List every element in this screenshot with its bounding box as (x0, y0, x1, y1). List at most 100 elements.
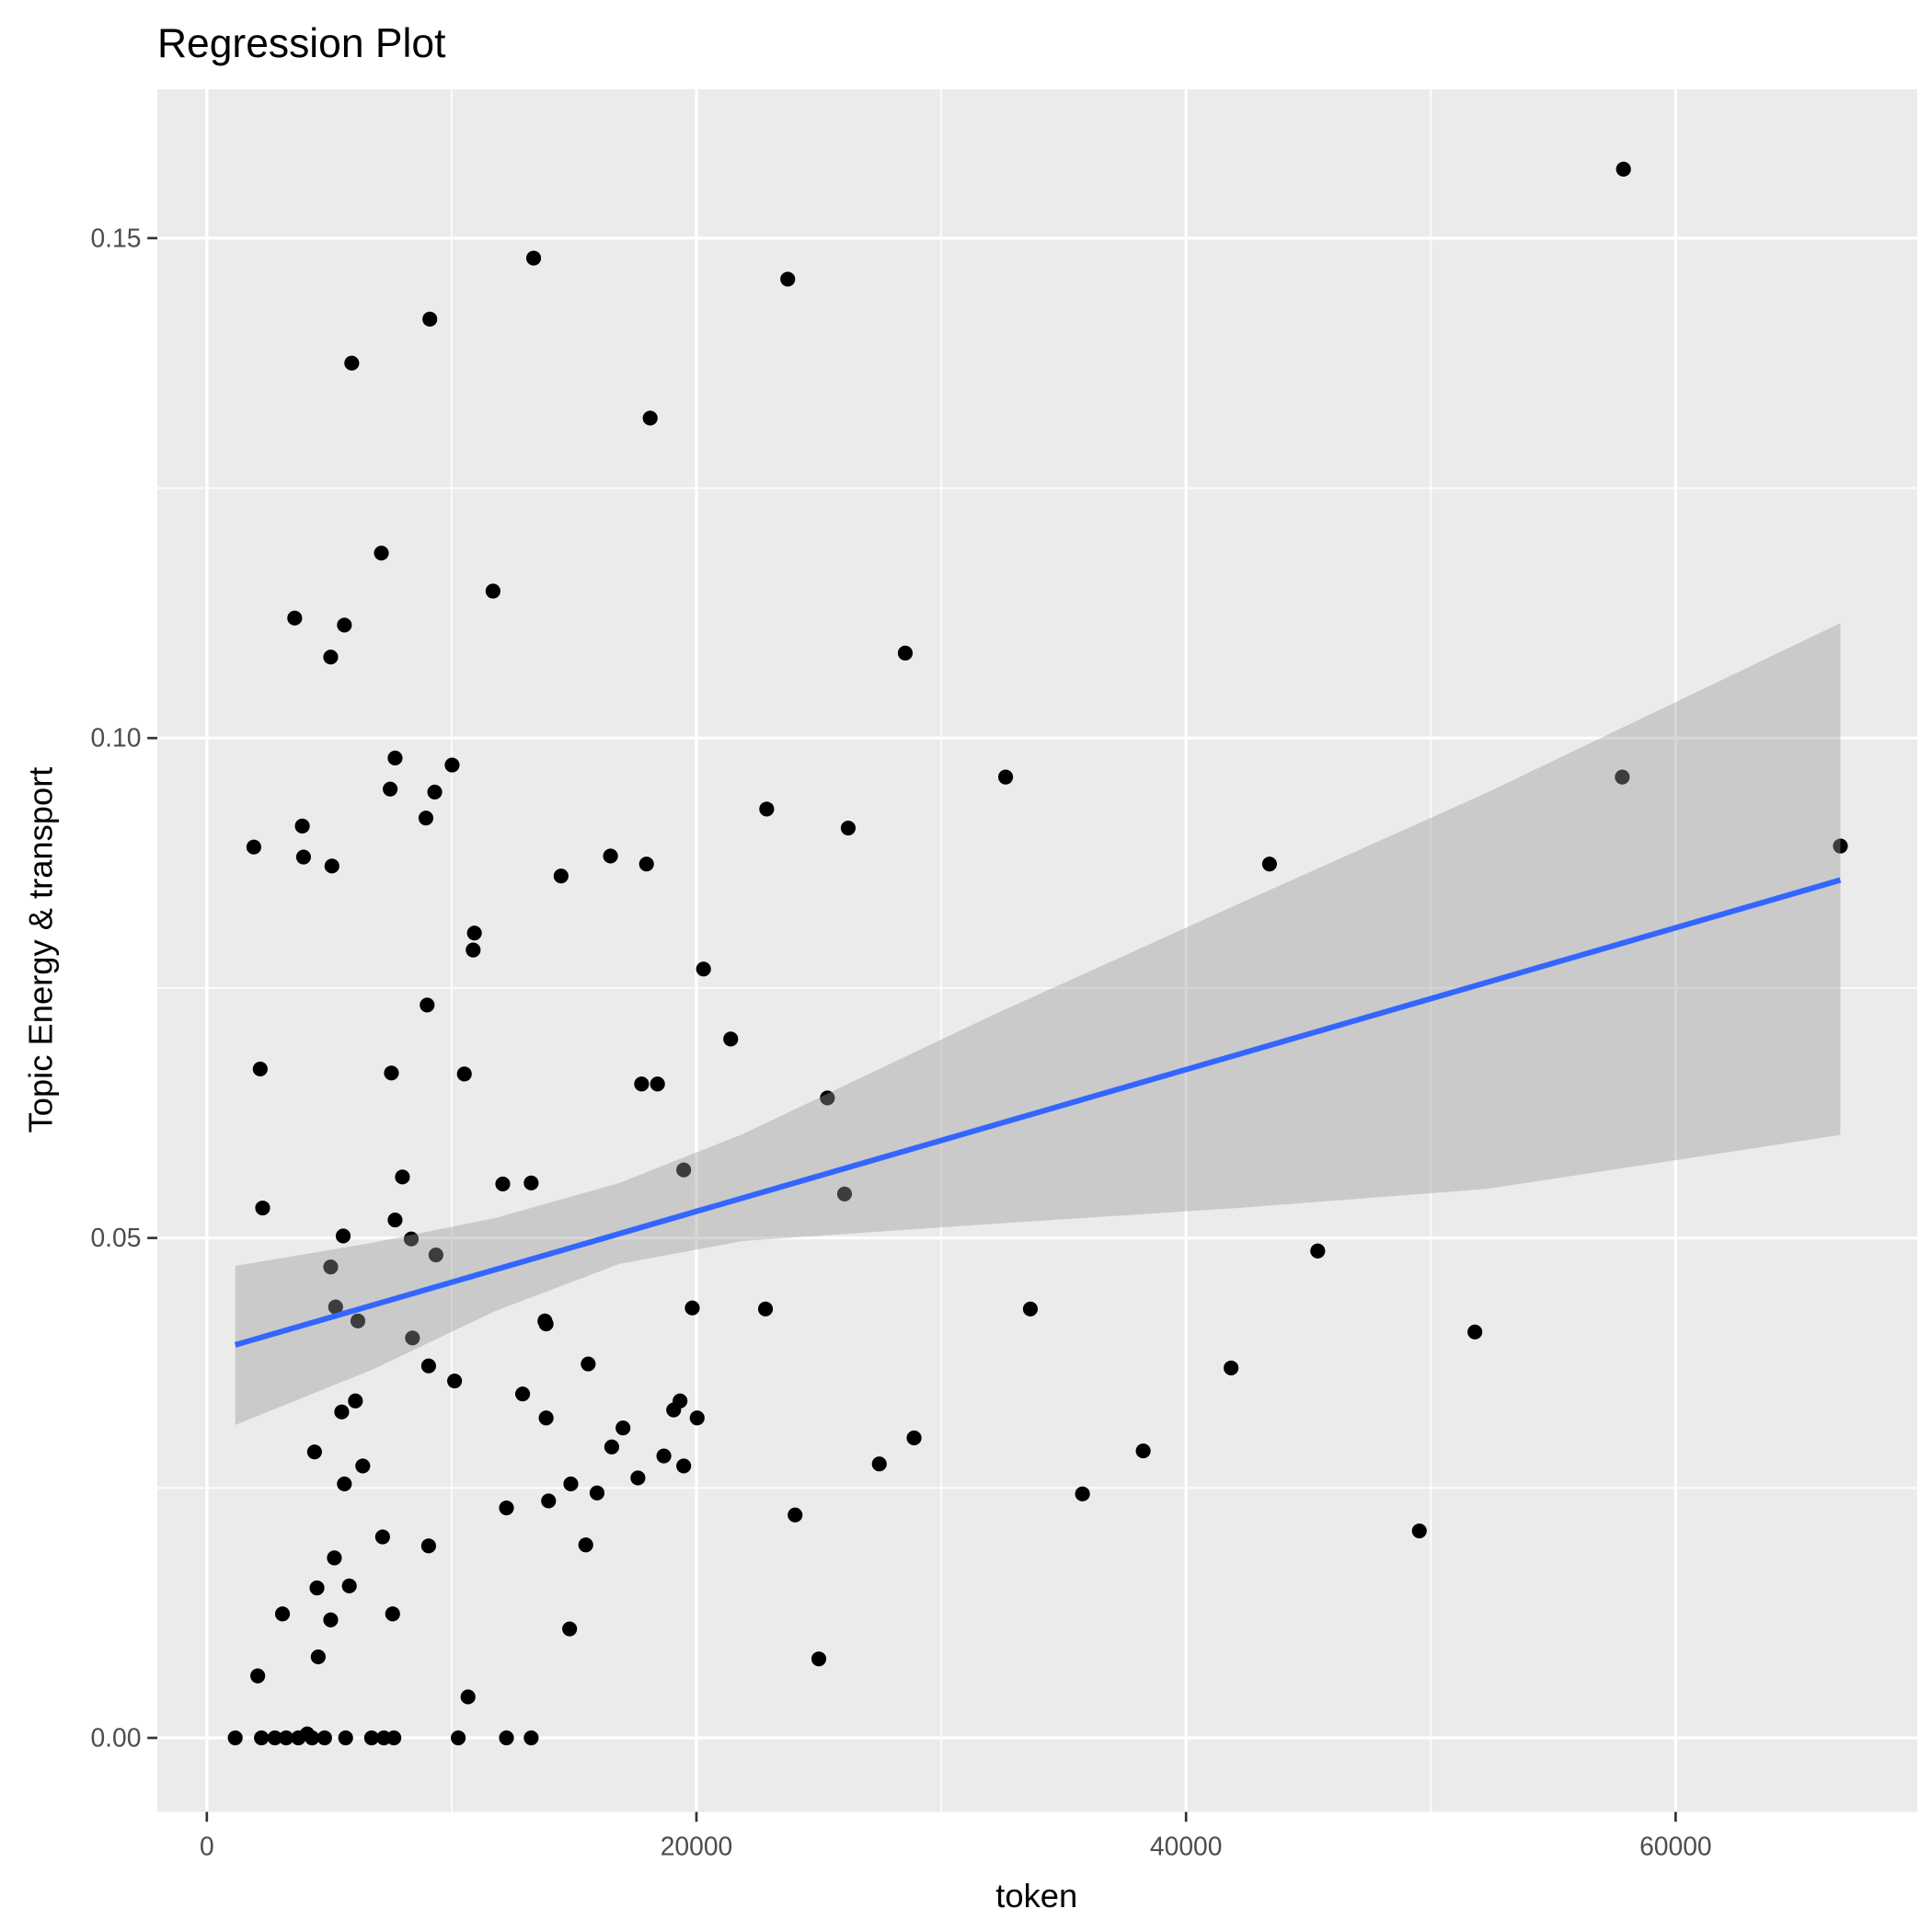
data-point (267, 1730, 282, 1746)
data-point (1224, 1360, 1239, 1375)
chart-title: Regression Plot (157, 21, 446, 66)
data-point (387, 750, 403, 766)
data-point (323, 1612, 339, 1627)
data-point (385, 1606, 400, 1622)
data-point (338, 1730, 353, 1746)
data-point (840, 820, 857, 836)
data-point (324, 858, 339, 874)
data-point (514, 1386, 531, 1402)
data-point (327, 1550, 342, 1566)
data-point (323, 1259, 339, 1275)
data-point (1411, 1523, 1427, 1539)
data-point (460, 1689, 476, 1705)
y-tick-label: 0.05 (90, 1223, 141, 1252)
data-point (525, 250, 542, 266)
data-point (328, 1299, 343, 1315)
x-axis-label: token (995, 1877, 1077, 1915)
data-point (420, 1538, 436, 1554)
data-point (642, 410, 658, 426)
data-point (634, 1076, 650, 1092)
data-point (274, 1606, 291, 1622)
data-point (466, 926, 482, 941)
data-point (386, 1730, 402, 1746)
confidence-band (234, 623, 1842, 1425)
data-point (451, 1730, 466, 1746)
data-point (246, 839, 261, 855)
data-point (604, 1439, 620, 1455)
data-point (485, 583, 500, 599)
data-point (1467, 1324, 1483, 1340)
data-point (252, 1061, 268, 1077)
data-points (227, 161, 1848, 1746)
data-point (638, 857, 654, 872)
data-point (444, 757, 460, 773)
data-point (337, 1476, 352, 1492)
data-point (578, 1537, 593, 1553)
data-point (255, 1200, 270, 1216)
data-point (499, 1500, 514, 1516)
data-point (403, 1231, 420, 1247)
data-point (871, 1456, 887, 1472)
data-point (997, 769, 1014, 785)
data-point (563, 1476, 579, 1492)
data-point (656, 1448, 672, 1464)
data-point (836, 1186, 853, 1202)
data-point (323, 650, 339, 665)
data-point (696, 961, 711, 977)
regression-line (234, 877, 1842, 1348)
data-point (788, 1507, 803, 1523)
data-point (562, 1621, 578, 1637)
y-tick-label: 0.10 (90, 723, 141, 753)
data-point (309, 1580, 325, 1596)
data-point (420, 1358, 436, 1374)
data-point (1261, 857, 1277, 872)
data-point (295, 849, 311, 865)
data-point (428, 1248, 443, 1263)
data-point (897, 645, 914, 661)
data-point (278, 1730, 294, 1746)
data-point (335, 1228, 351, 1244)
data-point (254, 1730, 270, 1746)
data-point (447, 1373, 463, 1389)
data-point (355, 1458, 371, 1474)
data-point (523, 1175, 539, 1190)
data-point (456, 1066, 472, 1082)
data-point (418, 811, 434, 826)
data-point (420, 997, 435, 1013)
y-tick-label: 0.15 (90, 223, 141, 252)
data-point (310, 1649, 326, 1665)
data-point (287, 610, 303, 626)
data-point (689, 1410, 705, 1426)
data-point (395, 1169, 410, 1185)
x-tick-label: 60000 (1639, 1832, 1712, 1861)
data-point (723, 1031, 739, 1047)
data-point (227, 1730, 243, 1746)
data-point (405, 1330, 420, 1346)
plot-panel (156, 88, 1917, 1812)
data-point (350, 1313, 366, 1328)
data-point (650, 1076, 665, 1092)
x-tick-label: 0 (200, 1832, 214, 1861)
data-point (344, 355, 360, 371)
data-point (374, 546, 389, 561)
data-point (363, 1730, 379, 1746)
data-point (348, 1393, 363, 1409)
y-axis-label: Topic Energy & transport (22, 767, 60, 1133)
data-point (334, 1404, 350, 1420)
data-point (553, 868, 569, 884)
x-tick-label: 40000 (1150, 1832, 1223, 1861)
data-point (1022, 1301, 1039, 1317)
grid-lines (156, 88, 1917, 1812)
data-point (757, 1301, 774, 1317)
data-point (1310, 1243, 1326, 1259)
data-point (759, 801, 775, 817)
data-point (820, 1090, 835, 1106)
data-point (684, 1300, 700, 1316)
data-point (422, 311, 438, 327)
data-point (1135, 1443, 1151, 1459)
data-point (384, 1065, 399, 1081)
data-point (538, 1410, 554, 1426)
data-point (1616, 161, 1631, 177)
data-point (676, 1162, 692, 1178)
data-point (383, 781, 398, 797)
